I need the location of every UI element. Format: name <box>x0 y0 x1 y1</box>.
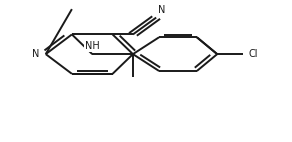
Text: N: N <box>159 5 166 15</box>
Text: NH: NH <box>85 41 100 51</box>
Text: Cl: Cl <box>248 49 258 59</box>
Text: N: N <box>32 49 39 59</box>
